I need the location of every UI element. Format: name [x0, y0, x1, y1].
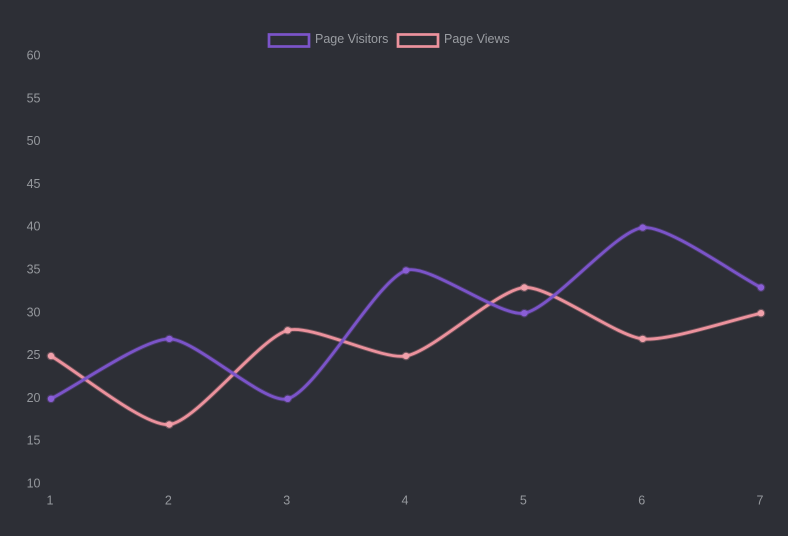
svg-text:10: 10: [27, 477, 41, 491]
svg-text:25: 25: [27, 348, 41, 362]
svg-text:Page Visitors: Page Visitors: [315, 32, 388, 46]
svg-text:Page Views: Page Views: [444, 32, 510, 46]
svg-text:2: 2: [165, 494, 172, 508]
svg-text:45: 45: [27, 177, 41, 191]
svg-text:5: 5: [520, 494, 527, 508]
svg-text:50: 50: [27, 134, 41, 148]
svg-text:20: 20: [27, 391, 41, 405]
svg-text:60: 60: [27, 49, 41, 63]
svg-text:3: 3: [283, 494, 290, 508]
svg-text:35: 35: [27, 263, 41, 277]
svg-text:1: 1: [47, 494, 54, 508]
svg-text:55: 55: [27, 91, 41, 105]
svg-text:40: 40: [27, 220, 41, 234]
svg-text:15: 15: [27, 434, 41, 448]
svg-text:7: 7: [757, 494, 764, 508]
svg-text:4: 4: [402, 494, 409, 508]
svg-text:30: 30: [27, 305, 41, 319]
svg-text:6: 6: [638, 494, 645, 508]
